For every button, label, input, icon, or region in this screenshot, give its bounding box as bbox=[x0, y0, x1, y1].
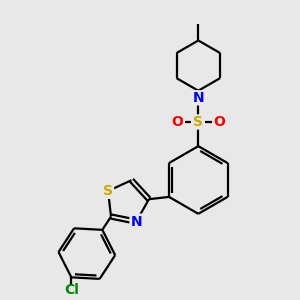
Text: N: N bbox=[193, 91, 204, 105]
Text: N: N bbox=[130, 214, 142, 229]
Text: S: S bbox=[103, 184, 113, 198]
Text: O: O bbox=[171, 115, 183, 129]
Text: O: O bbox=[213, 115, 225, 129]
Text: Cl: Cl bbox=[64, 283, 79, 297]
Text: S: S bbox=[193, 115, 203, 129]
